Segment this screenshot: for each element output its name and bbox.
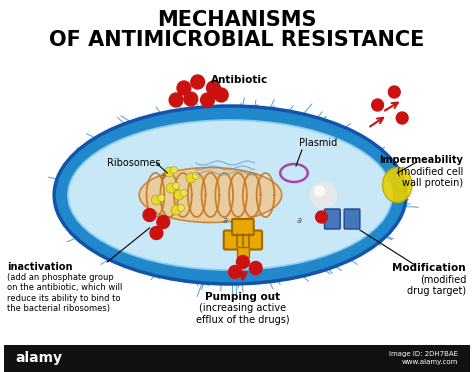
Bar — [4, 345, 470, 372]
Circle shape — [201, 93, 214, 107]
Text: (increasing active
efflux of the drugs): (increasing active efflux of the drugs) — [196, 303, 290, 325]
Circle shape — [316, 211, 328, 223]
Ellipse shape — [383, 167, 412, 202]
Circle shape — [311, 182, 336, 208]
Circle shape — [158, 195, 165, 202]
Bar — [237, 247, 249, 257]
FancyBboxPatch shape — [224, 231, 262, 250]
Circle shape — [249, 262, 262, 275]
Circle shape — [169, 93, 183, 107]
Circle shape — [171, 205, 181, 215]
Text: Image ID: 2DH7BAE: Image ID: 2DH7BAE — [389, 351, 458, 357]
Text: Plasmid: Plasmid — [299, 138, 337, 148]
Circle shape — [152, 195, 161, 205]
Circle shape — [177, 81, 191, 95]
Circle shape — [166, 183, 176, 193]
Text: www.alamy.com: www.alamy.com — [402, 359, 458, 365]
Circle shape — [388, 86, 400, 98]
Circle shape — [143, 208, 156, 221]
Circle shape — [150, 227, 163, 240]
Circle shape — [181, 189, 187, 196]
Circle shape — [214, 88, 228, 102]
Circle shape — [228, 266, 241, 279]
Text: (add an phosphate group
on the antibiotic, which will
reduce its ability to bind: (add an phosphate group on the antibioti… — [7, 273, 122, 313]
Circle shape — [207, 81, 220, 95]
FancyBboxPatch shape — [325, 209, 340, 229]
Text: Pumping out: Pumping out — [205, 292, 281, 302]
Text: (modified cell
wall protein): (modified cell wall protein) — [397, 166, 463, 187]
Circle shape — [178, 205, 184, 212]
Circle shape — [396, 112, 408, 124]
Circle shape — [173, 183, 180, 189]
Text: Ribosomes: Ribosomes — [107, 158, 161, 168]
Text: MECHANISMS: MECHANISMS — [157, 10, 317, 30]
Text: (modified
drug target): (modified drug target) — [407, 274, 466, 296]
Ellipse shape — [68, 120, 392, 270]
Ellipse shape — [139, 167, 282, 222]
Circle shape — [237, 256, 249, 269]
Text: Antibiotic: Antibiotic — [211, 75, 269, 85]
FancyBboxPatch shape — [232, 219, 254, 235]
Text: a: a — [161, 170, 166, 180]
Text: inactivation: inactivation — [7, 262, 73, 272]
Circle shape — [164, 167, 174, 177]
Text: a: a — [296, 215, 301, 224]
Text: Modification: Modification — [392, 263, 466, 273]
Circle shape — [184, 92, 198, 106]
Ellipse shape — [54, 106, 406, 284]
Text: Impermeability: Impermeability — [379, 155, 463, 165]
Circle shape — [315, 186, 325, 196]
Circle shape — [372, 99, 383, 111]
Circle shape — [192, 173, 199, 180]
FancyBboxPatch shape — [344, 209, 360, 229]
Circle shape — [171, 167, 178, 173]
Text: alamy: alamy — [16, 351, 63, 365]
Circle shape — [186, 173, 196, 183]
Circle shape — [191, 75, 205, 89]
Text: a: a — [223, 215, 228, 224]
Text: OF ANTIMICROBIAL RESISTANCE: OF ANTIMICROBIAL RESISTANCE — [49, 30, 425, 50]
Circle shape — [174, 190, 184, 200]
Circle shape — [157, 215, 170, 228]
